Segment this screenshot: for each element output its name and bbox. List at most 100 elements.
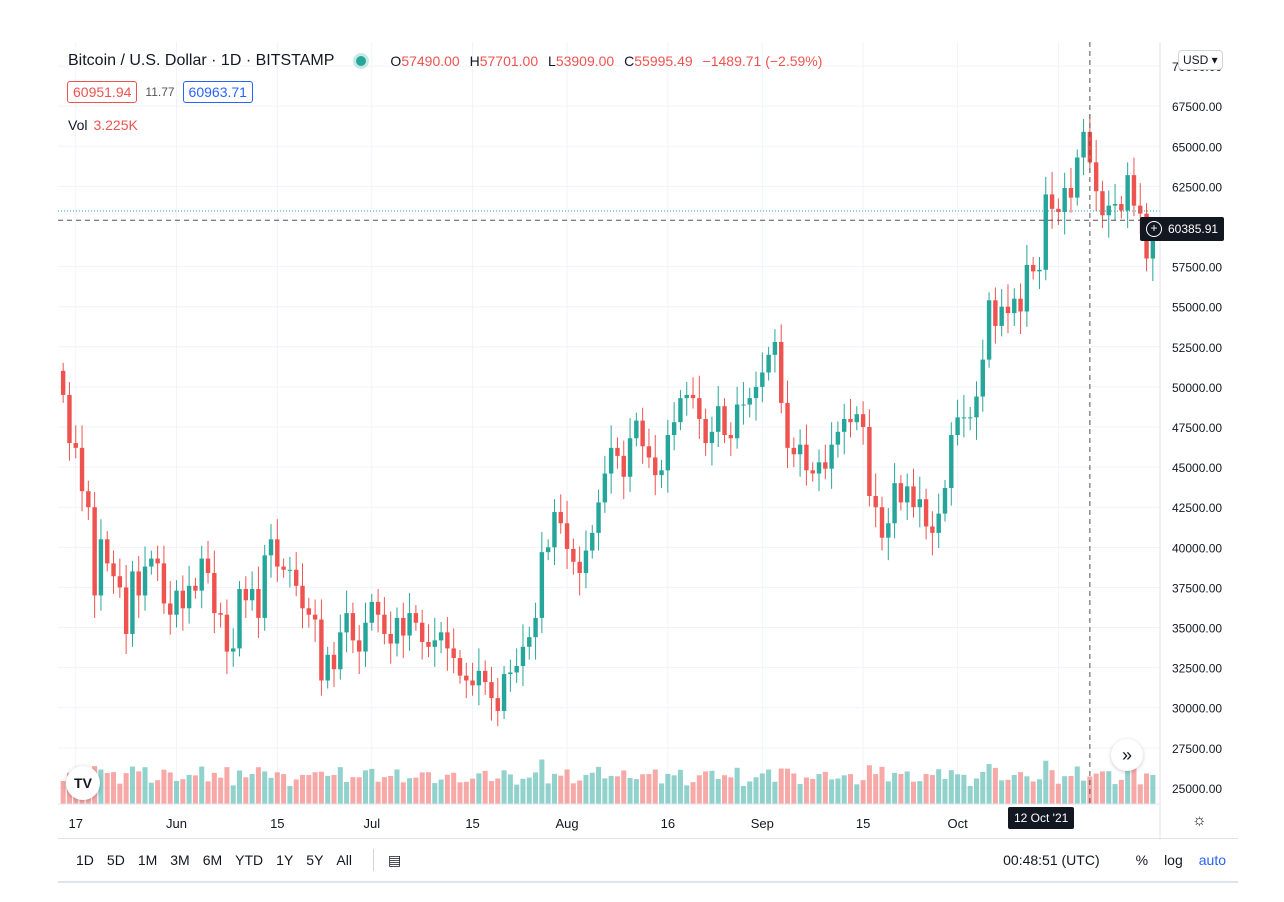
volume-bar bbox=[98, 769, 104, 804]
open-value: 57490.00 bbox=[401, 53, 460, 69]
range-button[interactable]: 5D bbox=[106, 852, 125, 868]
price-chart[interactable]: 25000.00 27500.00 30000.00 32500.00 35000.00… bbox=[58, 42, 1238, 884]
sell-price-button[interactable]: 60951.94 bbox=[67, 81, 138, 103]
range-button[interactable]: 1M bbox=[137, 852, 158, 868]
percent-toggle[interactable]: % bbox=[1135, 852, 1149, 868]
volume-bar bbox=[936, 769, 942, 804]
crosshair-price-label: + 60385.91 bbox=[1140, 217, 1225, 241]
volume-bar bbox=[1150, 774, 1156, 804]
symbol-title[interactable]: Bitcoin / U.S. Dollar · 1D · BITSTAMP bbox=[68, 52, 335, 69]
candle-body bbox=[608, 447, 614, 474]
candle-body bbox=[942, 487, 948, 514]
volume-bar bbox=[1011, 775, 1017, 804]
volume-bar bbox=[866, 765, 872, 804]
volume-bar bbox=[558, 775, 564, 804]
volume-bar bbox=[551, 773, 557, 804]
volume-bar bbox=[488, 781, 494, 804]
range-button[interactable]: YTD bbox=[235, 852, 264, 868]
candle-body bbox=[904, 486, 910, 503]
scroll-to-realtime-button[interactable]: » bbox=[1111, 739, 1143, 771]
utc-clock[interactable]: 00:48:51 (UTC) bbox=[1003, 852, 1100, 868]
volume-bar bbox=[980, 771, 986, 804]
high-label: H bbox=[469, 53, 480, 69]
volume-bar bbox=[1144, 773, 1150, 804]
volume-bar bbox=[596, 766, 602, 804]
candle-body bbox=[583, 550, 589, 573]
volume-bar bbox=[715, 779, 721, 804]
volume-bar bbox=[589, 772, 595, 804]
candle-body bbox=[369, 601, 374, 623]
candle-body bbox=[860, 414, 866, 428]
volume-bar bbox=[1099, 771, 1105, 804]
volume-bar bbox=[929, 775, 935, 804]
settings-gear-icon[interactable]: ☼ bbox=[1192, 812, 1207, 829]
volume-bar bbox=[873, 774, 879, 804]
close-value: 55995.49 bbox=[634, 53, 693, 69]
candle-body bbox=[1049, 194, 1055, 209]
volume-bar bbox=[413, 777, 419, 804]
candle-body bbox=[1100, 191, 1105, 216]
candle-body bbox=[338, 632, 343, 670]
range-button[interactable]: 3M bbox=[170, 852, 190, 868]
volume-bar bbox=[180, 779, 186, 804]
volume-bar bbox=[904, 771, 910, 804]
volume-bar bbox=[948, 770, 954, 804]
volume-bar bbox=[463, 781, 469, 804]
candle-body bbox=[1075, 157, 1080, 198]
candle-body bbox=[1024, 264, 1030, 312]
range-button[interactable]: 1Y bbox=[276, 852, 294, 868]
candle-body bbox=[728, 435, 734, 439]
auto-toggle[interactable]: auto bbox=[1198, 852, 1226, 868]
y-tick-label: 65000.00 bbox=[1172, 140, 1222, 154]
range-button[interactable]: 5Y bbox=[306, 852, 324, 868]
candle-body bbox=[438, 632, 444, 641]
range-button[interactable]: 1D bbox=[76, 852, 94, 868]
volume-bar bbox=[381, 777, 387, 804]
tradingview-logo-icon[interactable]: TV bbox=[66, 766, 100, 800]
candle-body bbox=[974, 396, 979, 418]
add-plus-icon[interactable]: + bbox=[1146, 221, 1162, 237]
volume-bar bbox=[652, 769, 658, 804]
range-button[interactable]: All bbox=[336, 852, 352, 868]
volume-bar bbox=[570, 783, 576, 804]
candle-body bbox=[527, 637, 532, 647]
volume-bar bbox=[728, 777, 734, 804]
log-toggle[interactable]: log bbox=[1164, 852, 1183, 868]
candle-body bbox=[999, 306, 1004, 326]
candle-body bbox=[967, 417, 973, 419]
volume-bar bbox=[394, 769, 400, 804]
volume-bar bbox=[1106, 771, 1112, 804]
candle-body bbox=[955, 417, 960, 436]
candle-body bbox=[533, 617, 538, 638]
date-range-calendar-icon[interactable]: ▤ bbox=[387, 851, 402, 868]
currency-button[interactable]: USD ▾ bbox=[1178, 50, 1223, 70]
volume-bar bbox=[123, 773, 129, 804]
volume-bar bbox=[1074, 766, 1080, 804]
candle-body bbox=[961, 417, 967, 419]
candle-body bbox=[344, 613, 349, 633]
candle-body bbox=[577, 561, 582, 573]
volume-bar bbox=[407, 778, 413, 804]
range-button[interactable]: 6M bbox=[202, 852, 223, 868]
candle-body bbox=[816, 462, 822, 474]
candle-body bbox=[92, 507, 97, 596]
volume-bar bbox=[740, 786, 746, 804]
volume-bar bbox=[444, 774, 450, 804]
volume-bar bbox=[1131, 768, 1137, 804]
candle-body bbox=[105, 539, 110, 564]
candle-body bbox=[1093, 162, 1099, 192]
candle-body bbox=[224, 614, 230, 652]
x-tick-label: 16 bbox=[661, 816, 675, 831]
chart-frame[interactable]: 25000.00 27500.00 30000.00 32500.00 35000.00… bbox=[58, 42, 1238, 884]
candle-body bbox=[545, 547, 551, 553]
volume-bar bbox=[803, 777, 809, 804]
volume-bar bbox=[293, 779, 299, 804]
volume-bar bbox=[709, 770, 715, 804]
candle-body bbox=[501, 674, 507, 711]
volume-bar bbox=[432, 783, 438, 804]
volume-bar bbox=[148, 782, 154, 804]
buy-price-button[interactable]: 60963.71 bbox=[182, 81, 253, 103]
volume-bar bbox=[847, 774, 854, 804]
volume-bar bbox=[646, 774, 652, 804]
bottom-toolbar: 1D 5D 1M 3M 6M YTD 1Y 5Y All ▤ 00:48:51 … bbox=[58, 838, 1238, 881]
